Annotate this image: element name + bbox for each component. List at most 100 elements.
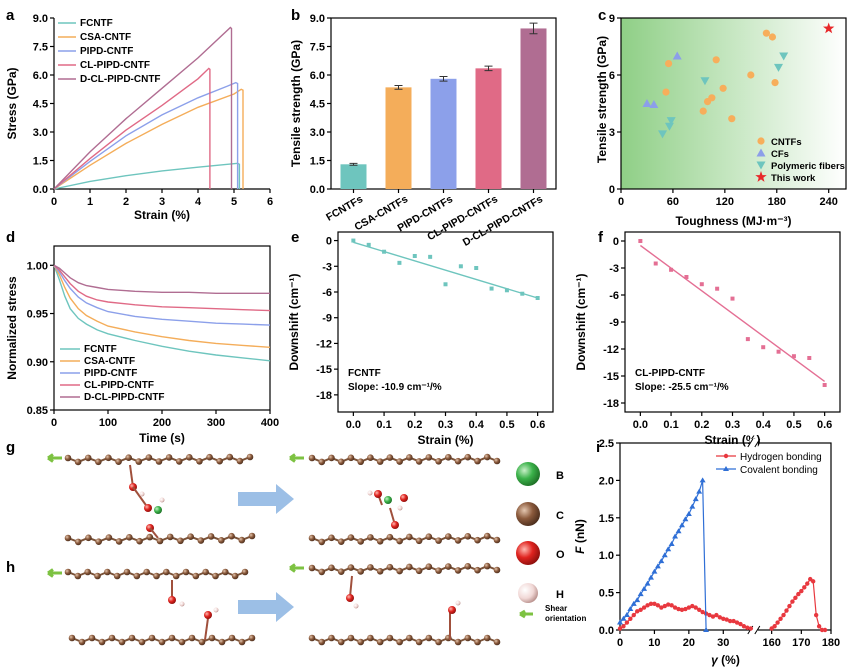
atom-c bbox=[246, 453, 254, 461]
i-point-hb bbox=[676, 606, 681, 612]
atom-c bbox=[196, 457, 203, 465]
atom-c bbox=[202, 568, 209, 576]
e-point bbox=[351, 238, 356, 243]
atom-c bbox=[74, 572, 82, 580]
f-xtick-label: 0.0 bbox=[633, 419, 648, 431]
i-point-cb bbox=[634, 597, 641, 603]
f-point bbox=[807, 356, 812, 360]
e-point bbox=[489, 286, 494, 291]
f-ytick-label: 0 bbox=[613, 236, 619, 248]
e-xtick-label: 0.3 bbox=[438, 419, 453, 431]
atom-c bbox=[328, 634, 335, 642]
i-point-hb bbox=[679, 607, 685, 613]
b-ytick-label: 0.0 bbox=[310, 184, 325, 196]
atom-c bbox=[493, 536, 501, 544]
a-legend-label: FCNTF bbox=[80, 18, 113, 29]
a-series-CSA-CNTF bbox=[53, 88, 244, 190]
b-errorbar bbox=[349, 162, 358, 166]
a-legend-label: PIPD-CNTF bbox=[80, 46, 133, 57]
e-point bbox=[535, 296, 540, 300]
i-point-hb bbox=[683, 606, 688, 612]
atom-c bbox=[347, 634, 355, 642]
d-legend-label: D-CL-PIPD-CNTF bbox=[84, 392, 165, 403]
c-point-CFs bbox=[649, 99, 659, 108]
i-point-cb bbox=[651, 568, 658, 574]
f-ytick-label: -3 bbox=[609, 263, 619, 275]
atom-c bbox=[166, 533, 174, 541]
f-ytick-label: -9 bbox=[609, 317, 619, 329]
atom-c bbox=[415, 638, 423, 646]
atom-c bbox=[145, 454, 153, 461]
i-xtick-label: 170 bbox=[792, 637, 810, 649]
e-ytick-label: -9 bbox=[322, 313, 332, 325]
e-xtick-label: 0.1 bbox=[376, 419, 391, 431]
i-point-cb bbox=[689, 503, 696, 509]
atom-c bbox=[175, 458, 183, 465]
c-point-CNTFs bbox=[768, 33, 777, 41]
atom-c bbox=[328, 454, 335, 462]
shear-arrow-icon bbox=[289, 563, 304, 573]
atom-c bbox=[198, 638, 206, 646]
f-xtick-label: 0.6 bbox=[817, 419, 832, 431]
atom-c bbox=[172, 572, 180, 580]
i-point-hb bbox=[717, 615, 723, 620]
i-point-hb bbox=[781, 612, 786, 618]
atom-c bbox=[454, 457, 462, 465]
i-ytick-label: 0.0 bbox=[599, 625, 614, 637]
atom-c bbox=[483, 634, 491, 642]
a-ytick-label: 0.0 bbox=[33, 184, 48, 196]
i-point-hb bbox=[700, 609, 705, 615]
d-ytick-label: 0.90 bbox=[27, 357, 48, 369]
i-point-hb bbox=[721, 616, 726, 621]
a-xtick-label: 3 bbox=[159, 196, 165, 208]
i-point-cb bbox=[699, 477, 706, 483]
i-point-hb bbox=[802, 585, 807, 590]
shear-arrow-icon bbox=[47, 568, 62, 578]
f-point bbox=[791, 354, 796, 359]
d-ylabel: Normalized stress bbox=[5, 276, 19, 380]
atom-c bbox=[212, 572, 219, 580]
i-point-cb bbox=[703, 627, 710, 632]
atom-c bbox=[168, 634, 176, 642]
atom-c bbox=[84, 568, 91, 576]
c-legend-marker bbox=[757, 137, 765, 145]
atom-c bbox=[133, 572, 141, 580]
i-point-hb bbox=[793, 595, 798, 601]
i-point-cb bbox=[665, 546, 672, 552]
atom-c bbox=[337, 638, 345, 646]
atom-c bbox=[74, 458, 82, 466]
transition-arrow-icon bbox=[238, 484, 294, 514]
e-ytick-label: -12 bbox=[316, 338, 332, 350]
b-bar-D-CL-PIPD-CNTFs bbox=[520, 28, 547, 190]
i-xtick-label: 160 bbox=[762, 637, 780, 649]
a-xlabel: Strain (%) bbox=[134, 208, 190, 222]
d-xlabel: Time (s) bbox=[139, 431, 185, 445]
panel-label-h: h bbox=[6, 559, 15, 576]
i-break-mark bbox=[747, 438, 761, 448]
atom-c bbox=[386, 563, 394, 571]
atom-c bbox=[318, 568, 326, 576]
i-point-hb bbox=[617, 626, 623, 631]
chart-b-tensile-bars: 0.0 1.5 3.0 4.5 6.0 7.5 9.0 Tensile strength (G… bbox=[289, 13, 557, 249]
i-legend-label: Covalent bonding bbox=[740, 465, 818, 476]
i-point-hb bbox=[662, 603, 667, 609]
atom-c bbox=[238, 638, 246, 646]
i-point-hb bbox=[790, 599, 795, 604]
c-point-Polymeric fibers bbox=[658, 130, 668, 139]
atom-c bbox=[241, 568, 249, 576]
shear-label: Shear orientation bbox=[545, 604, 586, 623]
panel-label-a: a bbox=[6, 7, 15, 24]
i-point-cb bbox=[685, 511, 692, 517]
i-break-bottom bbox=[749, 626, 758, 634]
a-xtick-label: 5 bbox=[231, 196, 237, 208]
transition-arrow-icon bbox=[238, 592, 294, 622]
atom-c bbox=[396, 567, 403, 575]
f-xtick-label: 0.1 bbox=[663, 419, 678, 431]
b-ytick-label: 6.0 bbox=[310, 70, 325, 82]
i-point-hb bbox=[624, 620, 630, 625]
i-point-hb bbox=[693, 605, 698, 610]
i-point-hb bbox=[796, 591, 801, 597]
atom-c bbox=[357, 638, 364, 646]
i-ytick-label: 1.0 bbox=[599, 550, 614, 562]
e-point bbox=[412, 254, 417, 258]
